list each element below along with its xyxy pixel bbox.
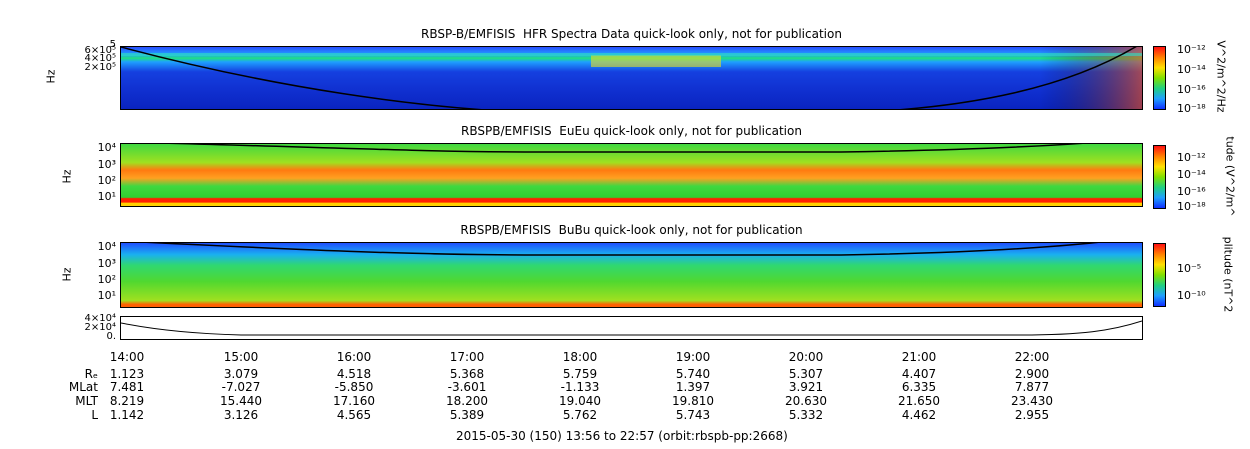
cb1-tick: 10⁻¹⁶: [1177, 83, 1206, 96]
ephem-value: 1.397: [675, 380, 711, 394]
cb1-tick: 10⁻¹²: [1177, 43, 1206, 56]
ephem-value: 15.440: [220, 394, 262, 408]
orbit-line-panel: [120, 316, 1143, 340]
x-tick-label: 22:00: [1014, 350, 1050, 364]
cb2-tick: 10⁻¹⁴: [1177, 168, 1206, 181]
ephem-value: 18.200: [446, 394, 488, 408]
x-tick-label: 14:00: [109, 350, 145, 364]
panel2-title: RBSPB/EMFISIS EuEu quick-look only, not …: [461, 124, 802, 138]
p2-ytick: 10⁴: [97, 141, 116, 154]
ephem-value: 5.307: [788, 367, 824, 381]
ephem-value: 7.481: [109, 380, 145, 394]
ephem-value: 19.810: [672, 394, 714, 408]
eueu-spectrogram: [120, 143, 1143, 207]
ephem-value: 5.740: [675, 367, 711, 381]
cb1-tick: 10⁻¹⁸: [1177, 102, 1206, 115]
ephem-value: -3.601: [447, 380, 487, 394]
cb2-tick: 10⁻¹⁸: [1177, 200, 1206, 213]
x-tick-label: 17:00: [449, 350, 485, 364]
ephem-value: 2.900: [1014, 367, 1050, 381]
x-tick-label: 19:00: [675, 350, 711, 364]
bubu-colorbar: [1153, 243, 1166, 307]
panel3-title: RBSPB/EMFISIS BuBu quick-look only, not …: [460, 223, 803, 237]
ephem-value: 5.762: [562, 408, 598, 422]
ephem-value: 20.630: [785, 394, 827, 408]
ephem-value: 8.219: [109, 394, 145, 408]
p3-ytick: 10²: [97, 273, 116, 286]
p1-ytick: 4×10⁵: [84, 53, 116, 64]
ephem-value: 19.040: [559, 394, 601, 408]
p1-ytick: 2×10⁵: [84, 62, 116, 73]
ephem-value: 1.142: [109, 408, 145, 422]
ephem-value: 4.462: [901, 408, 937, 422]
p3-ytick: 10⁴: [97, 240, 116, 253]
hfr-colorbar: [1153, 46, 1166, 110]
ephem-value: 7.877: [1014, 380, 1050, 394]
p1-ytick: 5: [109, 39, 116, 50]
p4-ytick: 4×10⁴: [84, 313, 116, 324]
ephem-value: 4.518: [336, 367, 372, 381]
ephem-value: -7.027: [221, 380, 261, 394]
ephem-value: 5.743: [675, 408, 711, 422]
ephem-value: 21.650: [898, 394, 940, 408]
ephem-value: 3.079: [223, 367, 259, 381]
ephem-value: 3.921: [788, 380, 824, 394]
ephem-value: 4.565: [336, 408, 372, 422]
panel1-ylabel: Hz: [44, 69, 58, 84]
p1-ytick: 6×10⁵: [84, 45, 116, 56]
cb1-label: V^2/m^2/Hz: [1214, 40, 1228, 113]
p2-ytick: 10³: [97, 158, 116, 171]
p2-ytick: 10²: [97, 174, 116, 187]
cb3-label: plitude (nT^2: [1221, 236, 1235, 313]
ephem-value: 3.126: [223, 408, 259, 422]
hfr-spectrogram: [120, 46, 1143, 110]
x-tick-label: 15:00: [223, 350, 259, 364]
time-range-footer: 2015-05-30 (150) 13:56 to 22:57 (orbit:r…: [456, 429, 788, 443]
ephem-label-re: Rₑ: [84, 367, 98, 381]
cb2-label: tude (V^2/m^: [1223, 136, 1237, 217]
ephem-value: 5.389: [449, 408, 485, 422]
cb2-tick: 10⁻¹⁶: [1177, 185, 1206, 198]
p3-ytick: 10¹: [97, 289, 116, 302]
ephem-value: -5.850: [334, 380, 374, 394]
ephem-value: 5.368: [449, 367, 485, 381]
ephem-value: 23.430: [1011, 394, 1053, 408]
ephem-label-mlat: MLat: [68, 380, 98, 394]
cb2-tick: 10⁻¹²: [1177, 151, 1206, 164]
bubu-spectrogram: [120, 242, 1143, 308]
x-tick-label: 21:00: [901, 350, 937, 364]
ephem-value: 2.955: [1014, 408, 1050, 422]
ephem-value: 17.160: [333, 394, 375, 408]
ephem-value: 4.407: [901, 367, 937, 381]
x-tick-label: 20:00: [788, 350, 824, 364]
p3-ytick: 10³: [97, 257, 116, 270]
p4-ytick: 2×10⁴: [84, 322, 116, 333]
cb3-tick: 10⁻¹⁰: [1177, 289, 1206, 302]
cb1-tick: 10⁻¹⁴: [1177, 63, 1206, 76]
x-tick-label: 16:00: [336, 350, 372, 364]
ephem-label-mlt: MLT: [75, 394, 98, 408]
eueu-colorbar: [1153, 145, 1166, 209]
panel1-title: RBSP-B/EMFISIS HFR Spectra Data quick-lo…: [421, 27, 842, 41]
ephem-value: 5.332: [788, 408, 824, 422]
p4-ytick: 0.: [106, 331, 116, 342]
x-tick-label: 18:00: [562, 350, 598, 364]
ephem-label-l: L: [91, 408, 98, 422]
ephem-value: 6.335: [901, 380, 937, 394]
ephem-value: 1.123: [109, 367, 145, 381]
ephem-value: -1.133: [560, 380, 600, 394]
ephem-value: 5.759: [562, 367, 598, 381]
p2-ytick: 10¹: [97, 190, 116, 203]
cb3-tick: 10⁻⁵: [1177, 262, 1202, 275]
